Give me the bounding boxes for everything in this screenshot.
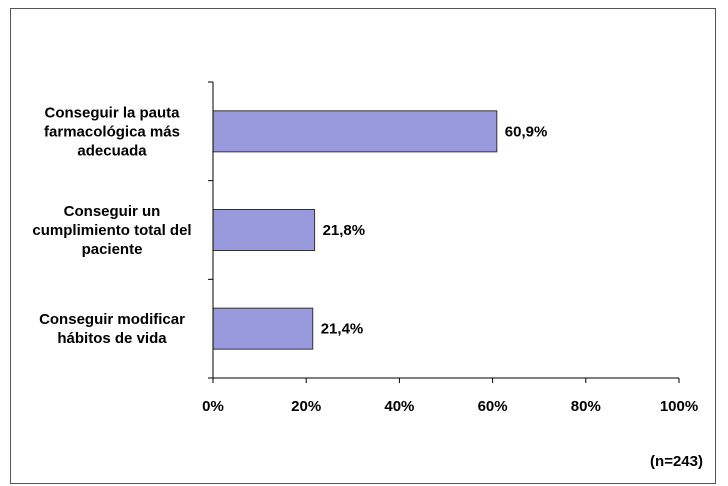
category-label-line: Conseguir la pauta (44, 104, 180, 121)
category-label-line: Conseguir modificar (39, 311, 185, 328)
category-label-line: Conseguir un (64, 203, 161, 220)
bar-1 (212, 110, 498, 153)
x-tick-label-80: 80% (571, 398, 601, 415)
chart-frame (10, 8, 716, 484)
category-label-line: hábitos de vida (57, 330, 167, 347)
category-label-2: Conseguir un cumplimiento total del pacien… (32, 203, 191, 258)
x-tick-label-60: 60% (478, 398, 508, 415)
data-label-3: 21,4% (321, 321, 364, 338)
category-label-3: Conseguir modificar hábitos de vida (39, 311, 185, 347)
category-label-line: farmacológica más (44, 123, 180, 140)
x-tick-label-20: 20% (291, 398, 321, 415)
data-label-2: 21,8% (323, 222, 366, 239)
category-label-line: cumplimiento total del (32, 222, 191, 239)
category-label-1: Conseguir la pauta farmacológica más adecu… (44, 104, 180, 159)
sample-size-note: (n=243) (650, 453, 703, 470)
x-tick-label-100: 100% (660, 398, 698, 415)
data-label-1: 60,9% (505, 123, 548, 140)
x-tick-label-40: 40% (384, 398, 414, 415)
category-label-line: adecuada (77, 142, 147, 159)
bar-3 (212, 307, 314, 350)
category-label-line: paciente (82, 241, 143, 258)
x-tick-label-0: 0% (202, 398, 224, 415)
bar-2 (212, 209, 316, 251)
